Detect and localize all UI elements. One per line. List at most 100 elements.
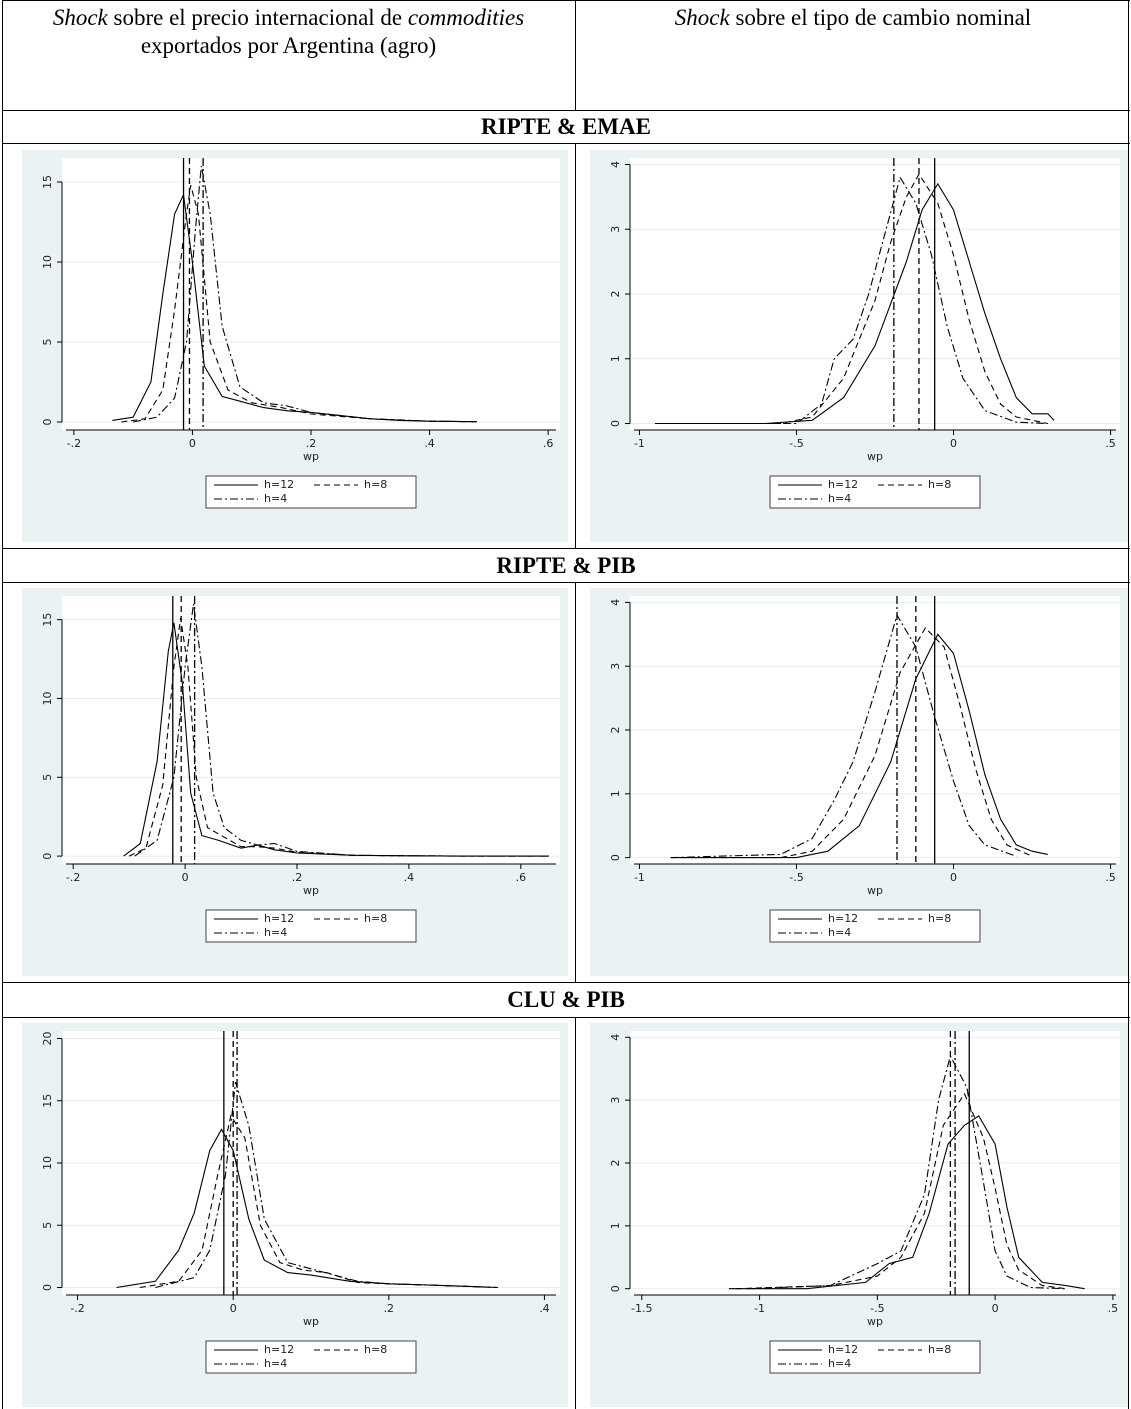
header-text: Shock <box>674 5 730 30</box>
rule <box>1128 0 1129 1409</box>
header-text: sobre el tipo de cambio nominal <box>729 5 1032 30</box>
rule <box>575 582 576 982</box>
chart: 0 5 10 15 -.2 0 .2 .4 .6 wp h=12 h=8 h=4 <box>22 150 568 542</box>
x-tick-label: -.2 <box>67 437 81 450</box>
density-line <box>747 1054 1066 1290</box>
x-tick-label: .2 <box>384 1302 395 1315</box>
density-line <box>655 182 1055 425</box>
rule <box>575 0 576 110</box>
density-line <box>132 165 478 423</box>
legend-label: h=4 <box>264 1357 287 1370</box>
x-tick-label: -1.5 <box>631 1302 652 1315</box>
legend <box>769 475 981 509</box>
legend-label: h=8 <box>364 912 387 925</box>
chart: 0 1 2 3 4 -1.5 -1 -.5 0 .5 wp h=12 h=8 h=4 <box>590 1023 1128 1407</box>
density-line <box>728 1115 1085 1290</box>
y-tick-label: 2 <box>609 727 622 734</box>
y-tick-label: 2 <box>609 1160 622 1167</box>
x-tick-label: -.5 <box>870 1302 884 1315</box>
x-tick-label: .2 <box>306 437 317 450</box>
y-tick-label: 10 <box>41 255 54 269</box>
y-tick-label: 5 <box>41 774 54 781</box>
rule <box>575 143 576 548</box>
legend <box>205 909 417 943</box>
chart: 0 1 2 3 4 -1 -.5 0 .5 wp h=12 h=8 h=4 <box>590 150 1128 542</box>
legend-label: h=12 <box>264 912 294 925</box>
header-text: exportados por Argentina (agro) <box>140 33 437 58</box>
x-axis-label: wp <box>303 450 319 463</box>
density-line <box>134 603 549 857</box>
rule <box>2 0 3 1409</box>
x-axis-label: wp <box>867 884 883 897</box>
legend-label: h=8 <box>364 478 387 491</box>
density-line <box>735 1092 1066 1290</box>
y-tick-label: 0 <box>41 419 54 426</box>
x-tick-label: .6 <box>543 437 554 450</box>
rule <box>2 982 1130 983</box>
y-tick-label: 20 <box>41 1031 54 1045</box>
x-tick-label: -.2 <box>70 1302 84 1315</box>
y-tick-label: 3 <box>609 663 622 670</box>
legend <box>205 475 417 509</box>
rule <box>575 1017 576 1409</box>
y-tick-label: 15 <box>41 175 54 189</box>
plot-area <box>62 596 560 864</box>
legend-label: h=8 <box>364 1343 387 1356</box>
legend-label: h=8 <box>928 912 951 925</box>
legend-label: h=4 <box>828 1357 851 1370</box>
rule <box>2 582 1130 583</box>
y-tick-label: 15 <box>41 613 54 627</box>
x-tick-label: .2 <box>292 871 303 884</box>
y-tick-label: 0 <box>609 1285 622 1292</box>
x-tick-label: 0 <box>230 1302 237 1315</box>
y-tick-label: 1 <box>609 1222 622 1229</box>
legend-label: h=12 <box>264 478 294 491</box>
density-line <box>155 1081 498 1289</box>
section-title: CLU & PIB <box>507 987 625 1012</box>
y-tick-label: 3 <box>609 1097 622 1104</box>
rule <box>2 1017 1130 1018</box>
x-tick-label: 0 <box>950 871 957 884</box>
rule <box>2 0 1130 1</box>
y-tick-label: 4 <box>609 1034 622 1041</box>
density-line <box>139 1114 498 1289</box>
x-tick-label: .5 <box>1105 437 1116 450</box>
legend <box>769 1340 981 1374</box>
x-axis-label: wp <box>303 884 319 897</box>
plot-area <box>62 158 560 430</box>
x-tick-label: .4 <box>404 871 415 884</box>
x-tick-label: .4 <box>539 1302 550 1315</box>
legend <box>769 909 981 943</box>
y-tick-label: 4 <box>609 161 622 168</box>
x-tick-label: -.5 <box>789 871 803 884</box>
rule <box>2 143 1130 144</box>
x-tick-label: 0 <box>189 437 196 450</box>
x-axis-label: wp <box>303 1315 319 1328</box>
legend-label: h=4 <box>264 492 287 505</box>
x-tick-label: 0 <box>182 871 189 884</box>
legend-label: h=4 <box>264 926 287 939</box>
x-tick-label: -1 <box>634 871 645 884</box>
y-tick-label: 1 <box>609 790 622 797</box>
x-tick-label: -1 <box>754 1302 765 1315</box>
y-tick-label: 10 <box>41 691 54 705</box>
x-tick-label: 0 <box>950 437 957 450</box>
x-tick-label: -.2 <box>66 871 80 884</box>
x-tick-label: .5 <box>1105 871 1116 884</box>
legend <box>205 1340 417 1374</box>
legend-label: h=12 <box>828 478 858 491</box>
section-title: RIPTE & PIB <box>496 553 636 578</box>
legend-label: h=4 <box>828 492 851 505</box>
y-tick-label: 1 <box>609 355 622 362</box>
chart: 0 1 2 3 4 -1 -.5 0 .5 wp h=12 h=8 h=4 <box>590 588 1128 976</box>
rule <box>2 548 1130 549</box>
legend-label: h=8 <box>928 1343 951 1356</box>
x-tick-label: 0 <box>992 1302 999 1315</box>
legend-label: h=12 <box>828 1343 858 1356</box>
y-tick-label: 0 <box>41 1284 54 1291</box>
x-tick-label: -.5 <box>789 437 803 450</box>
y-tick-label: 3 <box>609 226 622 233</box>
x-axis-label: wp <box>867 450 883 463</box>
y-tick-label: 10 <box>41 1156 54 1170</box>
y-tick-label: 5 <box>41 1222 54 1229</box>
